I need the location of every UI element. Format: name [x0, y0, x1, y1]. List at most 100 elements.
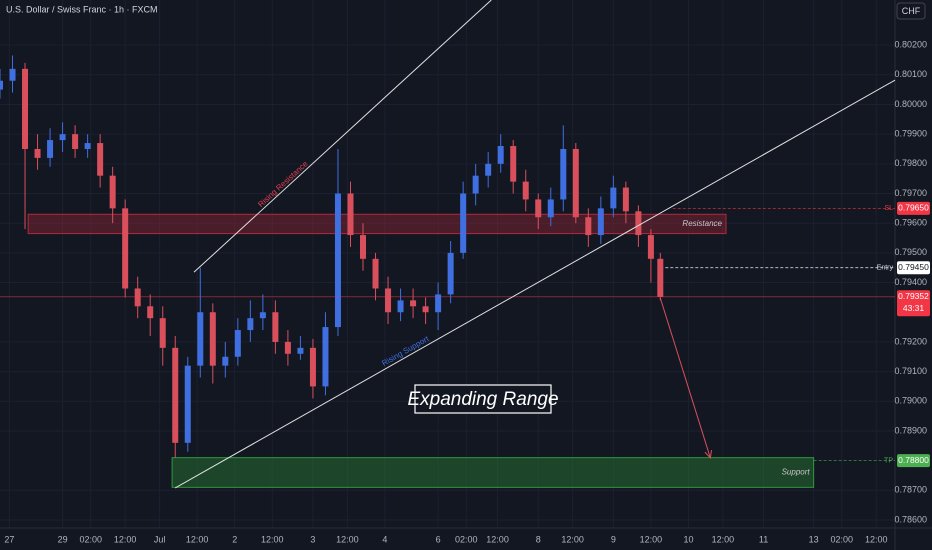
x-tick-label: 12:00 — [261, 534, 284, 544]
candle-body — [234, 330, 241, 357]
candle-body — [360, 235, 367, 259]
x-tick-label: 29 — [58, 534, 68, 544]
x-tick-label: 6 — [436, 534, 441, 544]
candle-body — [472, 175, 479, 194]
level-name: SL — [884, 205, 893, 212]
x-tick-label: 13 — [809, 534, 819, 544]
price-tag-label: 0.79650 — [898, 203, 929, 213]
price-tag-label: 0.78800 — [898, 455, 929, 465]
candle-body — [122, 208, 129, 289]
level-name: TP — [884, 457, 893, 464]
candle-body — [435, 294, 442, 313]
target-arrow — [659, 297, 711, 459]
candle-body — [422, 306, 429, 313]
price-tag — [897, 290, 930, 317]
y-tick-label: 0.79200 — [894, 336, 927, 346]
candle-body — [22, 68, 29, 149]
price-tag — [897, 201, 930, 215]
candle-body — [147, 306, 154, 319]
candle-body — [410, 300, 417, 307]
candle-body — [447, 252, 454, 295]
x-tick-label: 12:00 — [712, 534, 735, 544]
candle-body — [134, 288, 141, 307]
candle-body — [0, 80, 3, 90]
x-tick-label: 02:00 — [79, 534, 102, 544]
x-tick-label: 4 — [382, 534, 387, 544]
candle-body — [510, 146, 517, 182]
candle-body — [247, 318, 254, 331]
candle-body — [197, 312, 204, 366]
candle-body — [72, 134, 79, 149]
chart-title: U.S. Dollar / Swiss Franc · 1h · FXCM — [6, 4, 158, 14]
candle-body — [334, 193, 341, 328]
arrow-head — [704, 449, 713, 460]
candle-body — [259, 312, 266, 319]
y-tick-label: 0.80000 — [894, 99, 927, 109]
y-tick-label: 0.78700 — [894, 485, 927, 495]
candle-body — [9, 68, 16, 81]
candle-body — [610, 187, 617, 209]
x-tick-label: 12:00 — [336, 534, 359, 544]
price-tag — [897, 261, 930, 275]
candle-body — [397, 300, 404, 313]
y-tick-label: 0.79000 — [894, 396, 927, 406]
y-tick-label: 0.79100 — [894, 366, 927, 376]
candle-body — [272, 312, 279, 342]
candle-body — [322, 327, 329, 387]
candle-body — [657, 258, 664, 297]
y-tick-label: 0.79800 — [894, 158, 927, 168]
candle-body — [347, 193, 354, 236]
annotation: Expanding Range — [407, 389, 558, 410]
x-tick-label: 12:00 — [561, 534, 584, 544]
candle-body — [97, 143, 104, 176]
y-tick-label: 0.79700 — [894, 188, 927, 198]
x-tick-label: 12:00 — [865, 534, 888, 544]
candle-body — [497, 146, 504, 164]
trendline — [193, 0, 492, 273]
x-tick-label: 12:00 — [640, 534, 663, 544]
currency-button[interactable] — [896, 2, 926, 20]
candle-body — [159, 318, 166, 348]
x-tick-label: 8 — [536, 534, 541, 544]
x-tick-label: 12:00 — [114, 534, 137, 544]
candle-body — [585, 217, 592, 236]
candle-body — [34, 148, 41, 158]
candle-body — [209, 312, 216, 366]
x-tick-label: 12:00 — [186, 534, 209, 544]
x-tick-label: 2 — [232, 534, 237, 544]
candle-body — [184, 365, 191, 443]
candle-body — [535, 199, 542, 218]
candle-body — [460, 193, 467, 253]
candle-body — [597, 208, 604, 236]
y-tick-label: 0.79600 — [894, 218, 927, 228]
y-tick-label: 0.80100 — [894, 69, 927, 79]
zone-label: Support — [782, 468, 811, 477]
candle-body — [109, 175, 116, 209]
x-tick-label: 10 — [683, 534, 693, 544]
countdown: 43:31 — [903, 303, 925, 313]
y-tick-label: 0.79500 — [894, 247, 927, 257]
candle-body — [297, 347, 304, 354]
candle-body — [560, 148, 567, 200]
price-tag-label: 0.79450 — [898, 262, 929, 272]
y-tick-label: 0.80200 — [894, 39, 927, 49]
candle-body — [284, 341, 291, 354]
candle-body — [172, 347, 179, 443]
x-tick-label: 27 — [4, 534, 14, 544]
x-tick-label: 9 — [611, 534, 616, 544]
x-tick-label: 3 — [310, 534, 315, 544]
zone-label: Resistance — [682, 219, 722, 228]
candle-body — [59, 134, 66, 141]
candle-body — [222, 356, 229, 366]
y-tick-label: 0.79400 — [894, 277, 927, 287]
candle-body — [84, 143, 91, 149]
candle-body — [522, 181, 529, 200]
y-tick-label: 0.78900 — [894, 425, 927, 435]
x-tick-label: 12:00 — [486, 534, 509, 544]
y-tick-label: 0.78600 — [894, 514, 927, 524]
y-tick-label: 0.79900 — [894, 129, 927, 139]
currency-label: CHF — [902, 6, 921, 16]
candle-body — [635, 211, 642, 236]
candle-body — [485, 163, 492, 176]
